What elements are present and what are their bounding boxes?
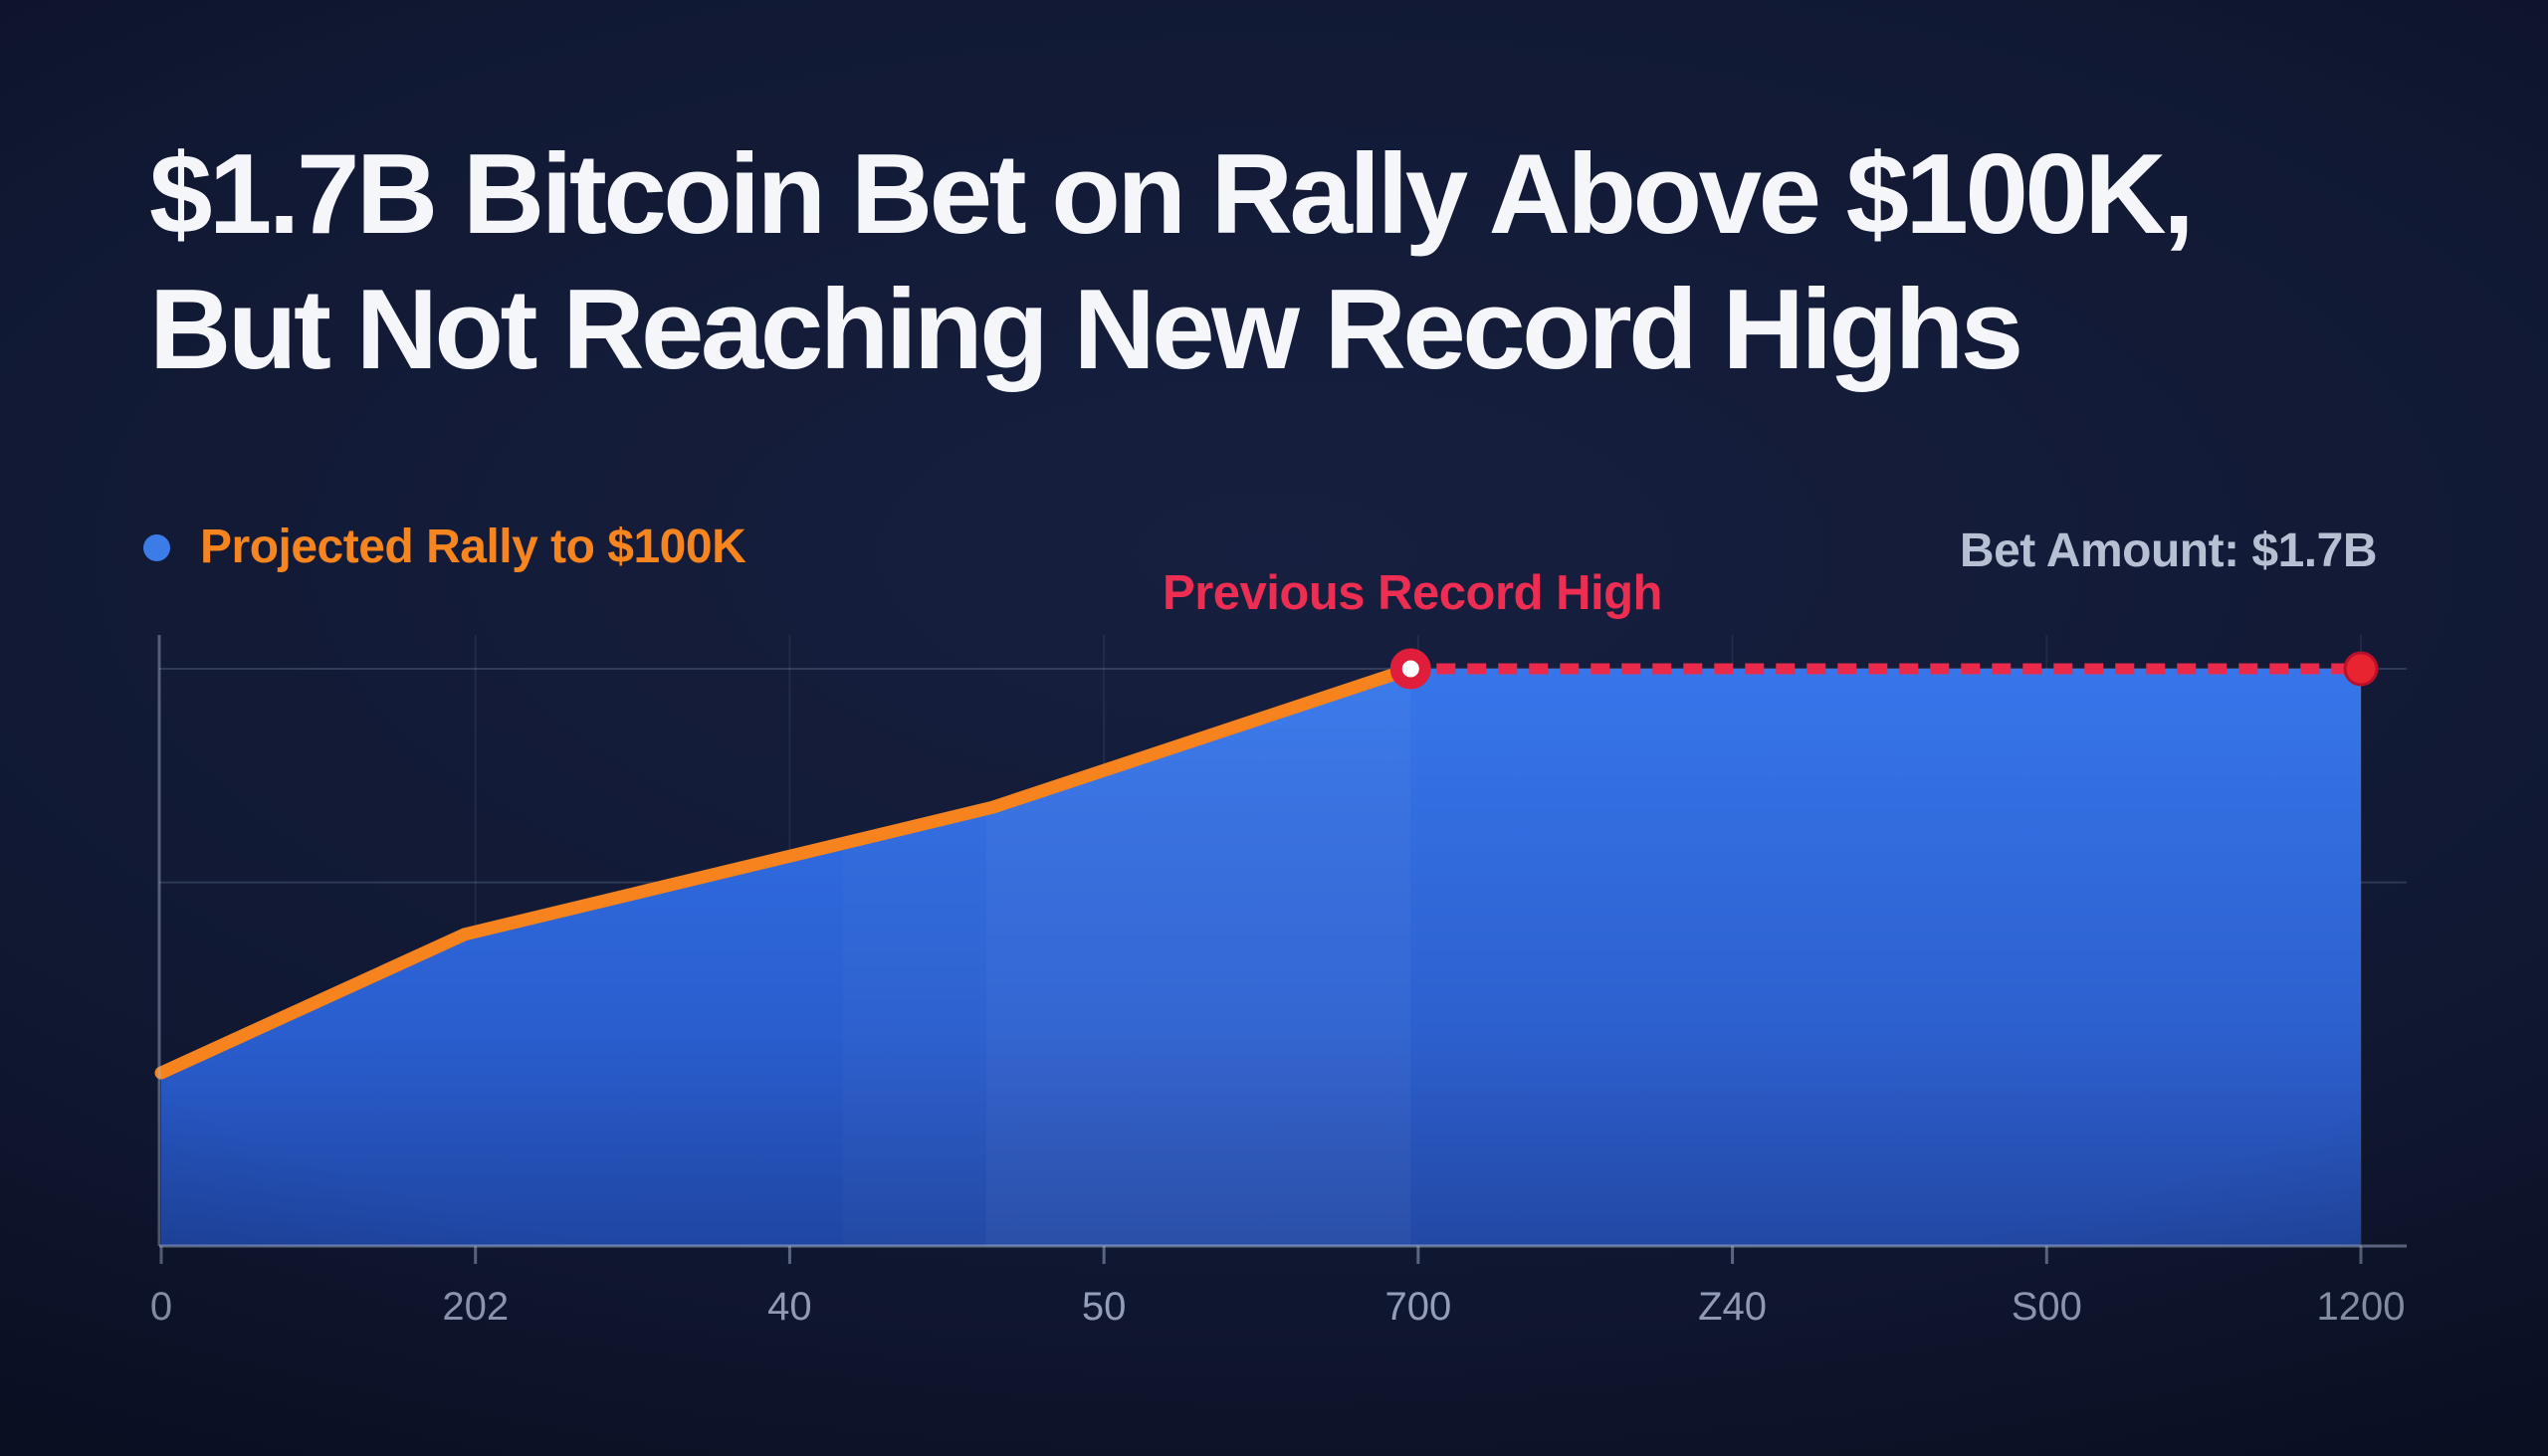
record-high-label: Previous Record High: [1163, 566, 1662, 620]
area-shade-band: [843, 635, 986, 1246]
title-line-2: But Not Reaching New Record Highs: [149, 266, 2023, 393]
record-high-end-marker: [2343, 651, 2379, 687]
page-title: $1.7B Bitcoin Bet on Rally Above $100K, …: [149, 127, 2195, 397]
x-tick-label: 50: [1082, 1285, 1127, 1329]
x-tick-label: 40: [767, 1285, 812, 1329]
area-shade-bands: [843, 635, 2361, 1246]
legend-projected-label: Projected Rally to $100K: [200, 520, 746, 573]
x-tick-label: 202: [442, 1285, 509, 1329]
x-axis-tick-labels: 0 202 40 50 700 Z40 S00 1200: [150, 1285, 2406, 1329]
x-tick-label: S00: [2012, 1285, 2082, 1329]
legend: Projected Rally to $100K: [143, 520, 746, 574]
x-tick-label: Z40: [1698, 1285, 1767, 1329]
area-shade-band: [985, 669, 1411, 1246]
x-axis-ticks: [159, 1246, 2363, 1264]
bet-amount-label: Bet Amount: $1.7B: [1959, 524, 2378, 577]
record-high-start-marker: [1389, 648, 1431, 690]
x-tick-label: 0: [150, 1285, 172, 1329]
title-line-1: $1.7B Bitcoin Bet on Rally Above $100K,: [149, 131, 2195, 258]
area-shade-band: [1410, 635, 2361, 1246]
legend-dot-icon: [143, 533, 170, 561]
x-tick-label: 1200: [2317, 1285, 2406, 1329]
x-tick-label: 700: [1384, 1285, 1451, 1329]
